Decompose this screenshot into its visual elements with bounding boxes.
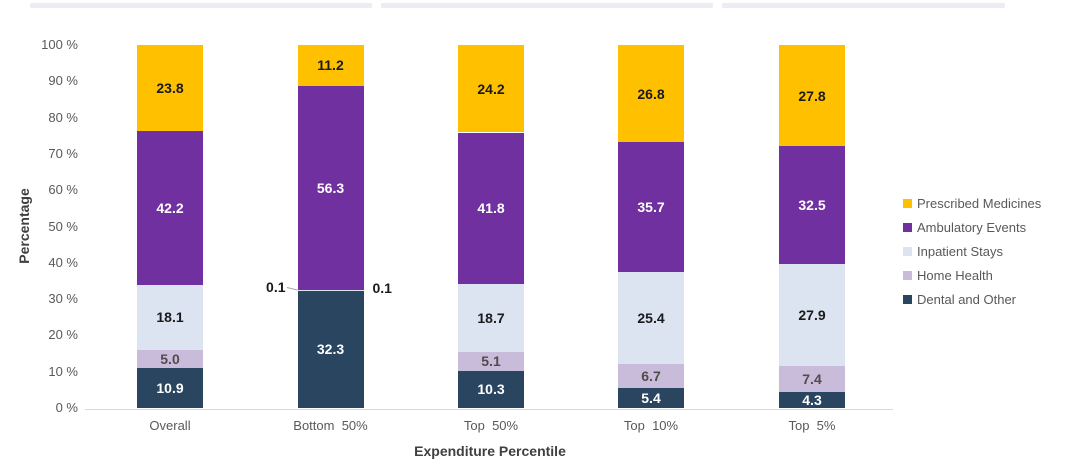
legend-item: Dental and Other — [903, 292, 1041, 307]
bar-value-label: 5.0 — [160, 351, 180, 368]
x-category-label: Top 50% — [463, 418, 519, 433]
y-tick-label: 10 % — [48, 363, 78, 379]
y-tick-label: 80 % — [48, 109, 78, 125]
y-tick-label: 70 % — [48, 145, 78, 161]
x-axis-title: Expenditure Percentile — [414, 443, 566, 459]
bar-segment — [458, 44, 524, 133]
bar-segment — [137, 350, 203, 369]
legend-swatch-icon — [903, 247, 912, 256]
bar-value-label: 10.3 — [477, 381, 505, 398]
bar-segment — [297, 290, 364, 408]
x-category-label: Top 10% — [623, 418, 679, 433]
bar-value-label: 5.1 — [481, 353, 501, 370]
legend-swatch-icon — [903, 271, 912, 280]
bar-segment — [297, 45, 364, 86]
top-accent-strip-segment — [722, 3, 1005, 8]
bar-segment — [618, 45, 684, 143]
bar-value-label: 25.4 — [637, 309, 665, 326]
bar-value-label: 10.9 — [156, 380, 184, 397]
legend-swatch-icon — [903, 223, 912, 232]
bar-segment — [137, 131, 203, 285]
bar-value-label: 42.2 — [156, 199, 184, 216]
y-tick-label: 30 % — [48, 291, 78, 307]
bar-segment — [618, 364, 684, 389]
bar-value-label: 6.7 — [641, 368, 661, 385]
chart-legend: Prescribed Medicines Ambulatory Events Inp… — [903, 196, 1042, 317]
x-category-label: Overall — [149, 418, 191, 433]
bar-segment — [137, 284, 203, 351]
bar-value-label: 56.3 — [316, 179, 345, 196]
bar-segment — [458, 284, 524, 353]
bar-segment — [137, 45, 203, 132]
y-tick-label: 40 % — [48, 254, 78, 270]
legend-item: Inpatient Stays — [903, 244, 1041, 259]
bar-value-label: 32.5 — [798, 197, 826, 214]
y-tick-label: 100 % — [41, 37, 78, 52]
bar-value-label: 7.4 — [802, 370, 822, 387]
plot-area: 10.9 5.0 18.1 42.2 23.8 32.3 56.3 11.2 10.3 5.1 18… — [85, 44, 895, 409]
bar-segment — [618, 388, 684, 408]
legend-swatch-icon — [903, 295, 912, 304]
legend-label: Prescribed Medicines — [917, 196, 1042, 211]
y-tick-label: 20 % — [48, 327, 78, 343]
legend-label: Inpatient Stays — [917, 244, 1003, 259]
bar-value-label: 32.3 — [316, 341, 345, 358]
legend-label: Ambulatory Events — [917, 220, 1027, 235]
legend-label: Dental and Other — [917, 292, 1017, 307]
bar-segment — [458, 132, 524, 285]
bar-segment — [297, 85, 364, 291]
bar-segment — [458, 370, 524, 408]
bar-segment — [618, 271, 684, 365]
bar-value-label: 18.1 — [156, 309, 184, 326]
bar-value-label: 35.7 — [637, 199, 665, 216]
x-category-label: Bottom 50% — [293, 418, 368, 433]
bar-value-label: 27.8 — [798, 87, 826, 104]
legend-label: Home Health — [917, 268, 993, 283]
legend-item: Home Health — [903, 268, 1041, 283]
y-tick-label: 50 % — [48, 218, 78, 234]
bar-segment — [779, 365, 845, 393]
legend-item: Prescribed Medicines — [903, 196, 1042, 211]
callout-value-label: 0.1 — [266, 279, 286, 296]
bar-value-label: 26.8 — [637, 85, 665, 102]
bar-value-label: 24.2 — [477, 80, 505, 97]
bar-value-label: 27.9 — [798, 306, 826, 323]
top-accent-strip-segment — [381, 3, 713, 8]
bar-segment — [137, 368, 203, 408]
bar-value-label: 11.2 — [317, 57, 344, 74]
legend-swatch-icon — [903, 199, 912, 208]
bar-segment — [779, 392, 845, 408]
x-axis-line — [85, 409, 893, 410]
bar-segment — [458, 352, 524, 371]
y-tick-label: 90 % — [48, 73, 78, 89]
top-accent-strip-segment — [30, 3, 372, 8]
legend-item: Ambulatory Events — [903, 220, 1041, 235]
bar-value-label: 5.4 — [641, 390, 661, 407]
bar-value-label: 18.7 — [477, 310, 505, 327]
bar-value-label: 41.8 — [477, 200, 505, 217]
y-tick-label: 0 % — [55, 400, 78, 415]
bar-segment — [779, 264, 845, 366]
bar-segment — [779, 45, 845, 147]
bar-segment — [618, 142, 684, 272]
bar-value-label: 23.8 — [156, 80, 184, 97]
callout-value-label: 0.1 — [372, 279, 392, 296]
bar-value-label: 4.3 — [802, 392, 822, 409]
bar-segment — [779, 146, 845, 265]
y-tick-label: 60 % — [48, 182, 78, 198]
x-category-label: Top 5% — [788, 418, 836, 433]
